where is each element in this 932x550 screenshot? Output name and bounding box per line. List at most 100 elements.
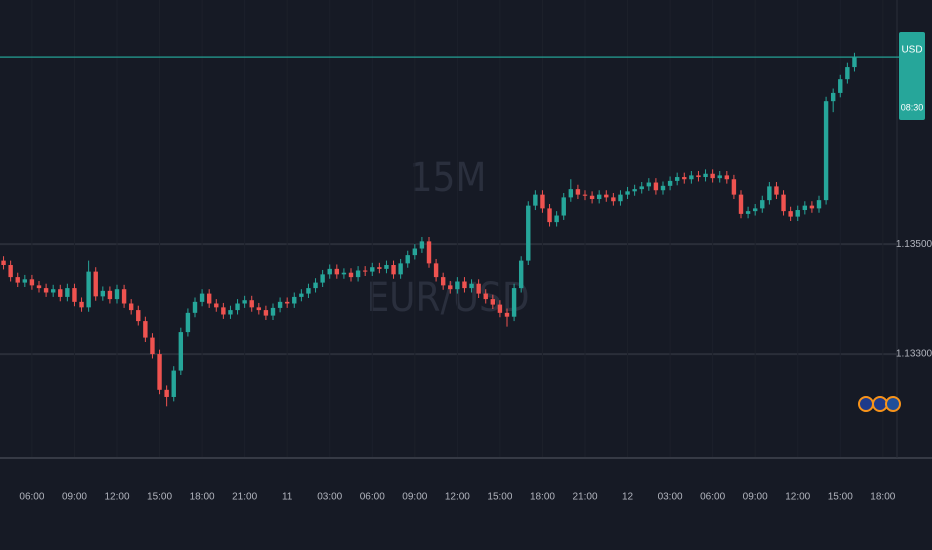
- candle-body: [86, 271, 91, 308]
- candle-body: [221, 307, 226, 315]
- candle-body: [490, 299, 496, 305]
- price-label: USD 08:30: [899, 32, 925, 120]
- candle-body: [469, 283, 474, 289]
- candle-body: [738, 194, 744, 214]
- candle-body: [1, 260, 6, 266]
- event-icon[interactable]: [885, 396, 901, 412]
- x-tick-label: 18:00: [870, 492, 895, 503]
- candle-body: [206, 293, 212, 304]
- candle-body: [270, 307, 276, 316]
- candle-body: [596, 194, 602, 200]
- candle-body: [568, 189, 574, 198]
- candle-body: [377, 267, 382, 269]
- candle-body: [582, 194, 588, 196]
- candle-body: [455, 281, 460, 290]
- candle-body: [277, 301, 283, 308]
- candle-body: [589, 195, 595, 200]
- candle-body: [72, 288, 77, 302]
- candle-body: [256, 307, 262, 311]
- x-tick-label: 09:00: [62, 492, 87, 503]
- candle-body: [731, 179, 737, 195]
- candle-body: [164, 389, 169, 397]
- currency-label: USD: [901, 45, 922, 56]
- candle-body: [419, 241, 425, 249]
- candle-body: [384, 265, 389, 269]
- candle-body: [22, 279, 28, 283]
- x-tick-label: 06:00: [700, 492, 725, 503]
- candle-body: [802, 205, 808, 211]
- x-tick-label: 15:00: [147, 492, 172, 503]
- candle-body: [703, 173, 708, 178]
- event-icon[interactable]: [858, 396, 874, 412]
- candle-body: [816, 200, 822, 209]
- watermark-interval: 15M: [410, 155, 487, 201]
- price-label-box: [899, 32, 925, 120]
- candle-body: [809, 205, 815, 209]
- candle-body: [36, 285, 42, 289]
- x-tick-label: 06:00: [360, 492, 385, 503]
- candle-body: [653, 182, 659, 191]
- candle-body: [355, 270, 361, 278]
- candle-body: [185, 312, 191, 333]
- candle-body: [299, 293, 304, 297]
- candle-body: [121, 289, 127, 304]
- candle-body: [171, 370, 176, 397]
- candle-body: [249, 300, 254, 308]
- candle-body: [845, 67, 850, 80]
- candle-body: [43, 288, 49, 293]
- candle-body: [852, 57, 857, 68]
- candle-body: [547, 208, 552, 223]
- x-tick-label: 18:00: [530, 492, 555, 503]
- candle-body: [476, 283, 481, 294]
- candle-body: [100, 290, 106, 297]
- candle-body: [398, 263, 403, 275]
- candle-body: [462, 281, 467, 289]
- candle-body: [107, 290, 113, 300]
- candle-body: [263, 310, 269, 316]
- candle-body: [575, 189, 581, 195]
- candle-body: [433, 263, 439, 278]
- watermark-symbol: EUR/USD: [366, 275, 529, 321]
- candle-body: [114, 289, 120, 300]
- candle-body: [8, 265, 13, 278]
- x-tick-label: 12: [622, 492, 634, 503]
- candle-body: [646, 182, 652, 187]
- candle-body: [483, 293, 488, 300]
- candle-body: [440, 277, 446, 286]
- x-tick-label: 15:00: [828, 492, 853, 503]
- candle-body: [696, 175, 701, 178]
- candle-body: [292, 296, 297, 304]
- candle-body: [199, 293, 205, 302]
- candle-body: [632, 189, 637, 192]
- candle-body: [448, 285, 453, 290]
- event-icon[interactable]: [872, 396, 888, 412]
- x-tick-label: 11: [282, 492, 293, 503]
- candle-body: [313, 282, 318, 289]
- x-tick-label: 12:00: [785, 492, 810, 503]
- candle-body: [767, 186, 772, 201]
- candles: [1, 52, 857, 407]
- candle-body: [15, 277, 20, 283]
- candle-body: [504, 312, 510, 317]
- candle-body: [306, 288, 311, 294]
- candle-body: [639, 186, 644, 190]
- countdown-label: 08:30: [901, 102, 924, 112]
- candle-body: [533, 194, 538, 206]
- candle-body: [412, 248, 418, 256]
- candle-body: [228, 310, 233, 315]
- candle-body: [348, 272, 354, 278]
- candle-body: [724, 175, 730, 180]
- candle-body: [235, 303, 240, 311]
- candle-body: [674, 177, 680, 181]
- candle-body: [710, 173, 715, 179]
- candle-body: [554, 215, 559, 223]
- candle-body: [426, 241, 432, 264]
- candle-body: [157, 354, 162, 390]
- candle-body: [320, 274, 325, 283]
- x-tick-label: 21:00: [572, 492, 597, 503]
- candle-body: [838, 79, 843, 93]
- candle-body: [682, 177, 687, 180]
- y-tick-label: 1.13300: [896, 349, 932, 360]
- x-tick-label: 21:00: [232, 492, 257, 503]
- candle-body: [752, 208, 758, 212]
